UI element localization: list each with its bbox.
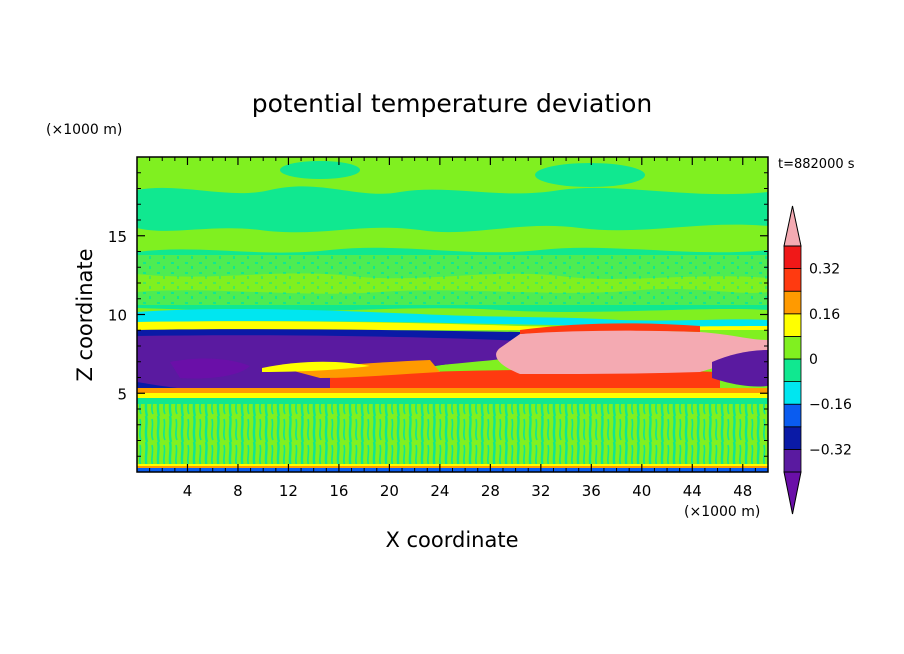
x-tick-label: 44 bbox=[683, 482, 702, 500]
x-tick-label: 4 bbox=[183, 482, 193, 500]
colorbar-bin bbox=[783, 313, 802, 337]
x-tick-label: 36 bbox=[582, 482, 601, 500]
y-tick-label: 10 bbox=[108, 307, 127, 325]
time-label: t=882000 s bbox=[778, 157, 855, 172]
upper-speckle bbox=[137, 255, 768, 305]
x-tick-label: 16 bbox=[329, 482, 348, 500]
chart-title: potential temperature deviation bbox=[252, 89, 652, 118]
y-tick-label: 5 bbox=[117, 385, 127, 403]
colorbar-under-arrow bbox=[783, 471, 802, 515]
colorbar-bin bbox=[783, 245, 802, 270]
lower-turbulent-layer bbox=[137, 404, 768, 464]
band-5km-yellow bbox=[137, 393, 768, 398]
x-axis-label: X coordinate bbox=[385, 528, 518, 552]
colorbar-tick-label: −0.32 bbox=[809, 442, 852, 458]
x-unit-label: (×1000 m) bbox=[684, 504, 760, 520]
surface-layer-orange bbox=[137, 466, 768, 468]
x-tick-label: 12 bbox=[279, 482, 298, 500]
colorbar-bin bbox=[783, 268, 802, 292]
y-axis: 5 10 15 bbox=[108, 172, 768, 457]
colorbar: −0.32 −0.16 0 0.16 0.32 bbox=[783, 205, 852, 515]
colorbar-bin bbox=[783, 335, 802, 360]
contour-field bbox=[137, 157, 768, 472]
x-tick-label: 48 bbox=[733, 482, 752, 500]
warm-layer bbox=[330, 370, 720, 389]
x-axis: 4 8 12 16 20 24 28 32 36 40 44 48 bbox=[149, 157, 756, 500]
x-tick-label: 8 bbox=[233, 482, 243, 500]
colorbar-bin bbox=[783, 290, 802, 315]
warm-anomaly-upper-edge bbox=[520, 323, 700, 334]
cold-core-west bbox=[170, 358, 250, 379]
colorbar-bin bbox=[783, 358, 802, 383]
y-tick-label: 15 bbox=[108, 228, 127, 246]
band-5km-orange bbox=[137, 388, 768, 393]
colorbar-bin bbox=[783, 381, 802, 405]
x-tick-label: 28 bbox=[481, 482, 500, 500]
y-axis-label: Z coordinate bbox=[73, 248, 97, 381]
colorbar-bin bbox=[783, 448, 802, 473]
colorbar-bin bbox=[783, 403, 802, 428]
warm-layer-edge bbox=[290, 360, 440, 378]
y-unit-label: (×1000 m) bbox=[46, 122, 122, 138]
band-5km-green bbox=[137, 398, 768, 404]
x-tick-label: 20 bbox=[380, 482, 399, 500]
colorbar-tick-label: 0.32 bbox=[809, 262, 840, 278]
colorbar-bin bbox=[783, 426, 802, 450]
colorbar-tick-label: 0 bbox=[809, 352, 818, 368]
warm-anomaly-east bbox=[496, 330, 768, 374]
x-tick-label: 32 bbox=[531, 482, 550, 500]
x-tick-label: 24 bbox=[430, 482, 449, 500]
colorbar-tick-label: 0.16 bbox=[809, 307, 840, 323]
x-tick-label: 40 bbox=[632, 482, 651, 500]
cyan-band bbox=[137, 308, 768, 327]
surface-layer-yellow bbox=[137, 464, 768, 466]
thin-warm-filament bbox=[262, 361, 370, 372]
cold-anomaly-east bbox=[712, 350, 768, 387]
colorbar-tick-label: −0.16 bbox=[809, 397, 852, 413]
colorbar-over-arrow bbox=[783, 205, 802, 247]
